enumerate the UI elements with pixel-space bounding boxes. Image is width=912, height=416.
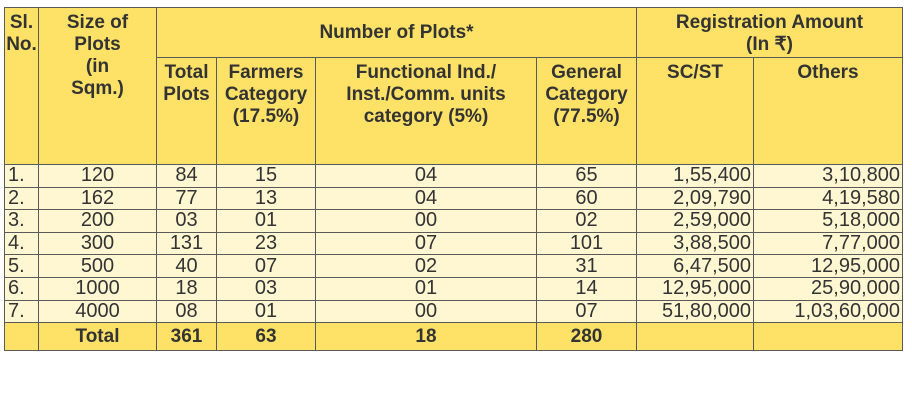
general-category-cell: 101 [536,231,637,256]
sl-no-cell: 5. [4,254,39,278]
farmers-category-cell: 23 [216,231,316,256]
others-amount-cell: 3,10,800 [753,164,903,188]
total-plots-sum: 361 [156,322,217,352]
total-plots-cell: 08 [156,299,217,324]
sc-st-amount-cell: 12,95,000 [636,276,754,301]
general-category-cell: 14 [536,276,637,301]
total-plots-cell: 131 [156,231,217,256]
plot-size-cell: 500 [38,254,157,278]
total-row-sl [4,322,39,352]
general-category-header: General Category (77.5%) [536,57,637,165]
plot-size-cell: 300 [38,231,157,256]
table-row: 3. 200 03 01 00 02 2,59,000 5,18,000 [4,209,903,233]
sl-no-cell: 6. [4,276,39,301]
general-category-cell: 60 [536,186,637,211]
sl-no-cell: 4. [4,231,39,256]
sc-st-sum [636,322,754,352]
table-row: 1. 120 84 15 04 65 1,55,400 3,10,800 [4,164,903,188]
general-category-cell: 02 [536,209,637,233]
functional-category-cell: 04 [315,164,537,188]
functional-category-header: Functional Ind./ Inst./Comm. units categ… [315,57,537,165]
plot-size-cell: 200 [38,209,157,233]
functional-category-cell: 00 [315,209,537,233]
table-row: 4. 300 131 23 07 101 3,88,500 7,77,000 [4,231,903,256]
plot-size-cell: 4000 [38,299,157,324]
table-row: 5. 500 40 07 02 31 6,47,500 12,95,000 [4,254,903,278]
farmers-category-cell: 01 [216,209,316,233]
farmers-category-cell: 01 [216,299,316,324]
farmers-category-cell: 15 [216,164,316,188]
total-plots-cell: 40 [156,254,217,278]
total-plots-header: Total Plots [156,57,217,165]
others-amount-cell: 5,18,000 [753,209,903,233]
sc-st-amount-cell: 2,59,000 [636,209,754,233]
others-sum [753,322,903,352]
functional-sum: 18 [315,322,537,352]
table-body: 1. 120 84 15 04 65 1,55,400 3,10,800 2. 162 77 13 04… [4,164,903,324]
functional-category-cell: 04 [315,186,537,211]
others-header: Others [753,57,903,165]
sl-no-cell: 7. [4,299,39,324]
plot-size-cell: 162 [38,186,157,211]
sl-no-cell: 3. [4,209,39,233]
sl-no-cell: 2. [4,186,39,211]
table-row: 7. 4000 08 01 00 07 51,80,000 1,03,60,000 [4,299,903,324]
total-plots-cell: 77 [156,186,217,211]
farmers-category-cell: 03 [216,276,316,301]
general-category-cell: 65 [536,164,637,188]
others-amount-cell: 7,77,000 [753,231,903,256]
others-amount-cell: 4,19,580 [753,186,903,211]
farmers-category-header: Farmers Category (17.5%) [216,57,316,165]
sc-st-amount-cell: 6,47,500 [636,254,754,278]
functional-category-cell: 00 [315,299,537,324]
total-label: Total [38,322,157,352]
functional-category-cell: 01 [315,276,537,301]
others-amount-cell: 1,03,60,000 [753,299,903,324]
total-row: Total 361 63 18 280 [4,322,903,352]
plots-table: Sl. No. Size of Plots (in Sqm.) Number o… [4,7,903,352]
table-row: 2. 162 77 13 04 60 2,09,790 4,19,580 [4,186,903,211]
table-header: Sl. No. Size of Plots (in Sqm.) Number o… [4,7,903,165]
functional-category-cell: 02 [315,254,537,278]
sc-st-header: SC/ST [636,57,754,165]
size-of-plots-header: Size of Plots (in Sqm.) [38,7,157,165]
sc-st-amount-cell: 2,09,790 [636,186,754,211]
sl-no-header: Sl. No. [4,7,39,165]
sc-st-amount-cell: 3,88,500 [636,231,754,256]
table-footer: Total 361 63 18 280 [4,322,903,352]
plot-size-cell: 120 [38,164,157,188]
total-plots-cell: 03 [156,209,217,233]
registration-amount-header: Registration Amount (In ₹) [636,7,903,58]
total-plots-cell: 84 [156,164,217,188]
general-category-cell: 07 [536,299,637,324]
farmers-category-cell: 13 [216,186,316,211]
sc-st-amount-cell: 1,55,400 [636,164,754,188]
farmers-sum: 63 [216,322,316,352]
number-of-plots-header: Number of Plots* [156,7,637,58]
plot-size-cell: 1000 [38,276,157,301]
others-amount-cell: 12,95,000 [753,254,903,278]
sc-st-amount-cell: 51,80,000 [636,299,754,324]
general-sum: 280 [536,322,637,352]
sl-no-cell: 1. [4,164,39,188]
table-row: 6. 1000 18 03 01 14 12,95,000 25,90,000 [4,276,903,301]
farmers-category-cell: 07 [216,254,316,278]
general-category-cell: 31 [536,254,637,278]
functional-category-cell: 07 [315,231,537,256]
others-amount-cell: 25,90,000 [753,276,903,301]
total-plots-cell: 18 [156,276,217,301]
